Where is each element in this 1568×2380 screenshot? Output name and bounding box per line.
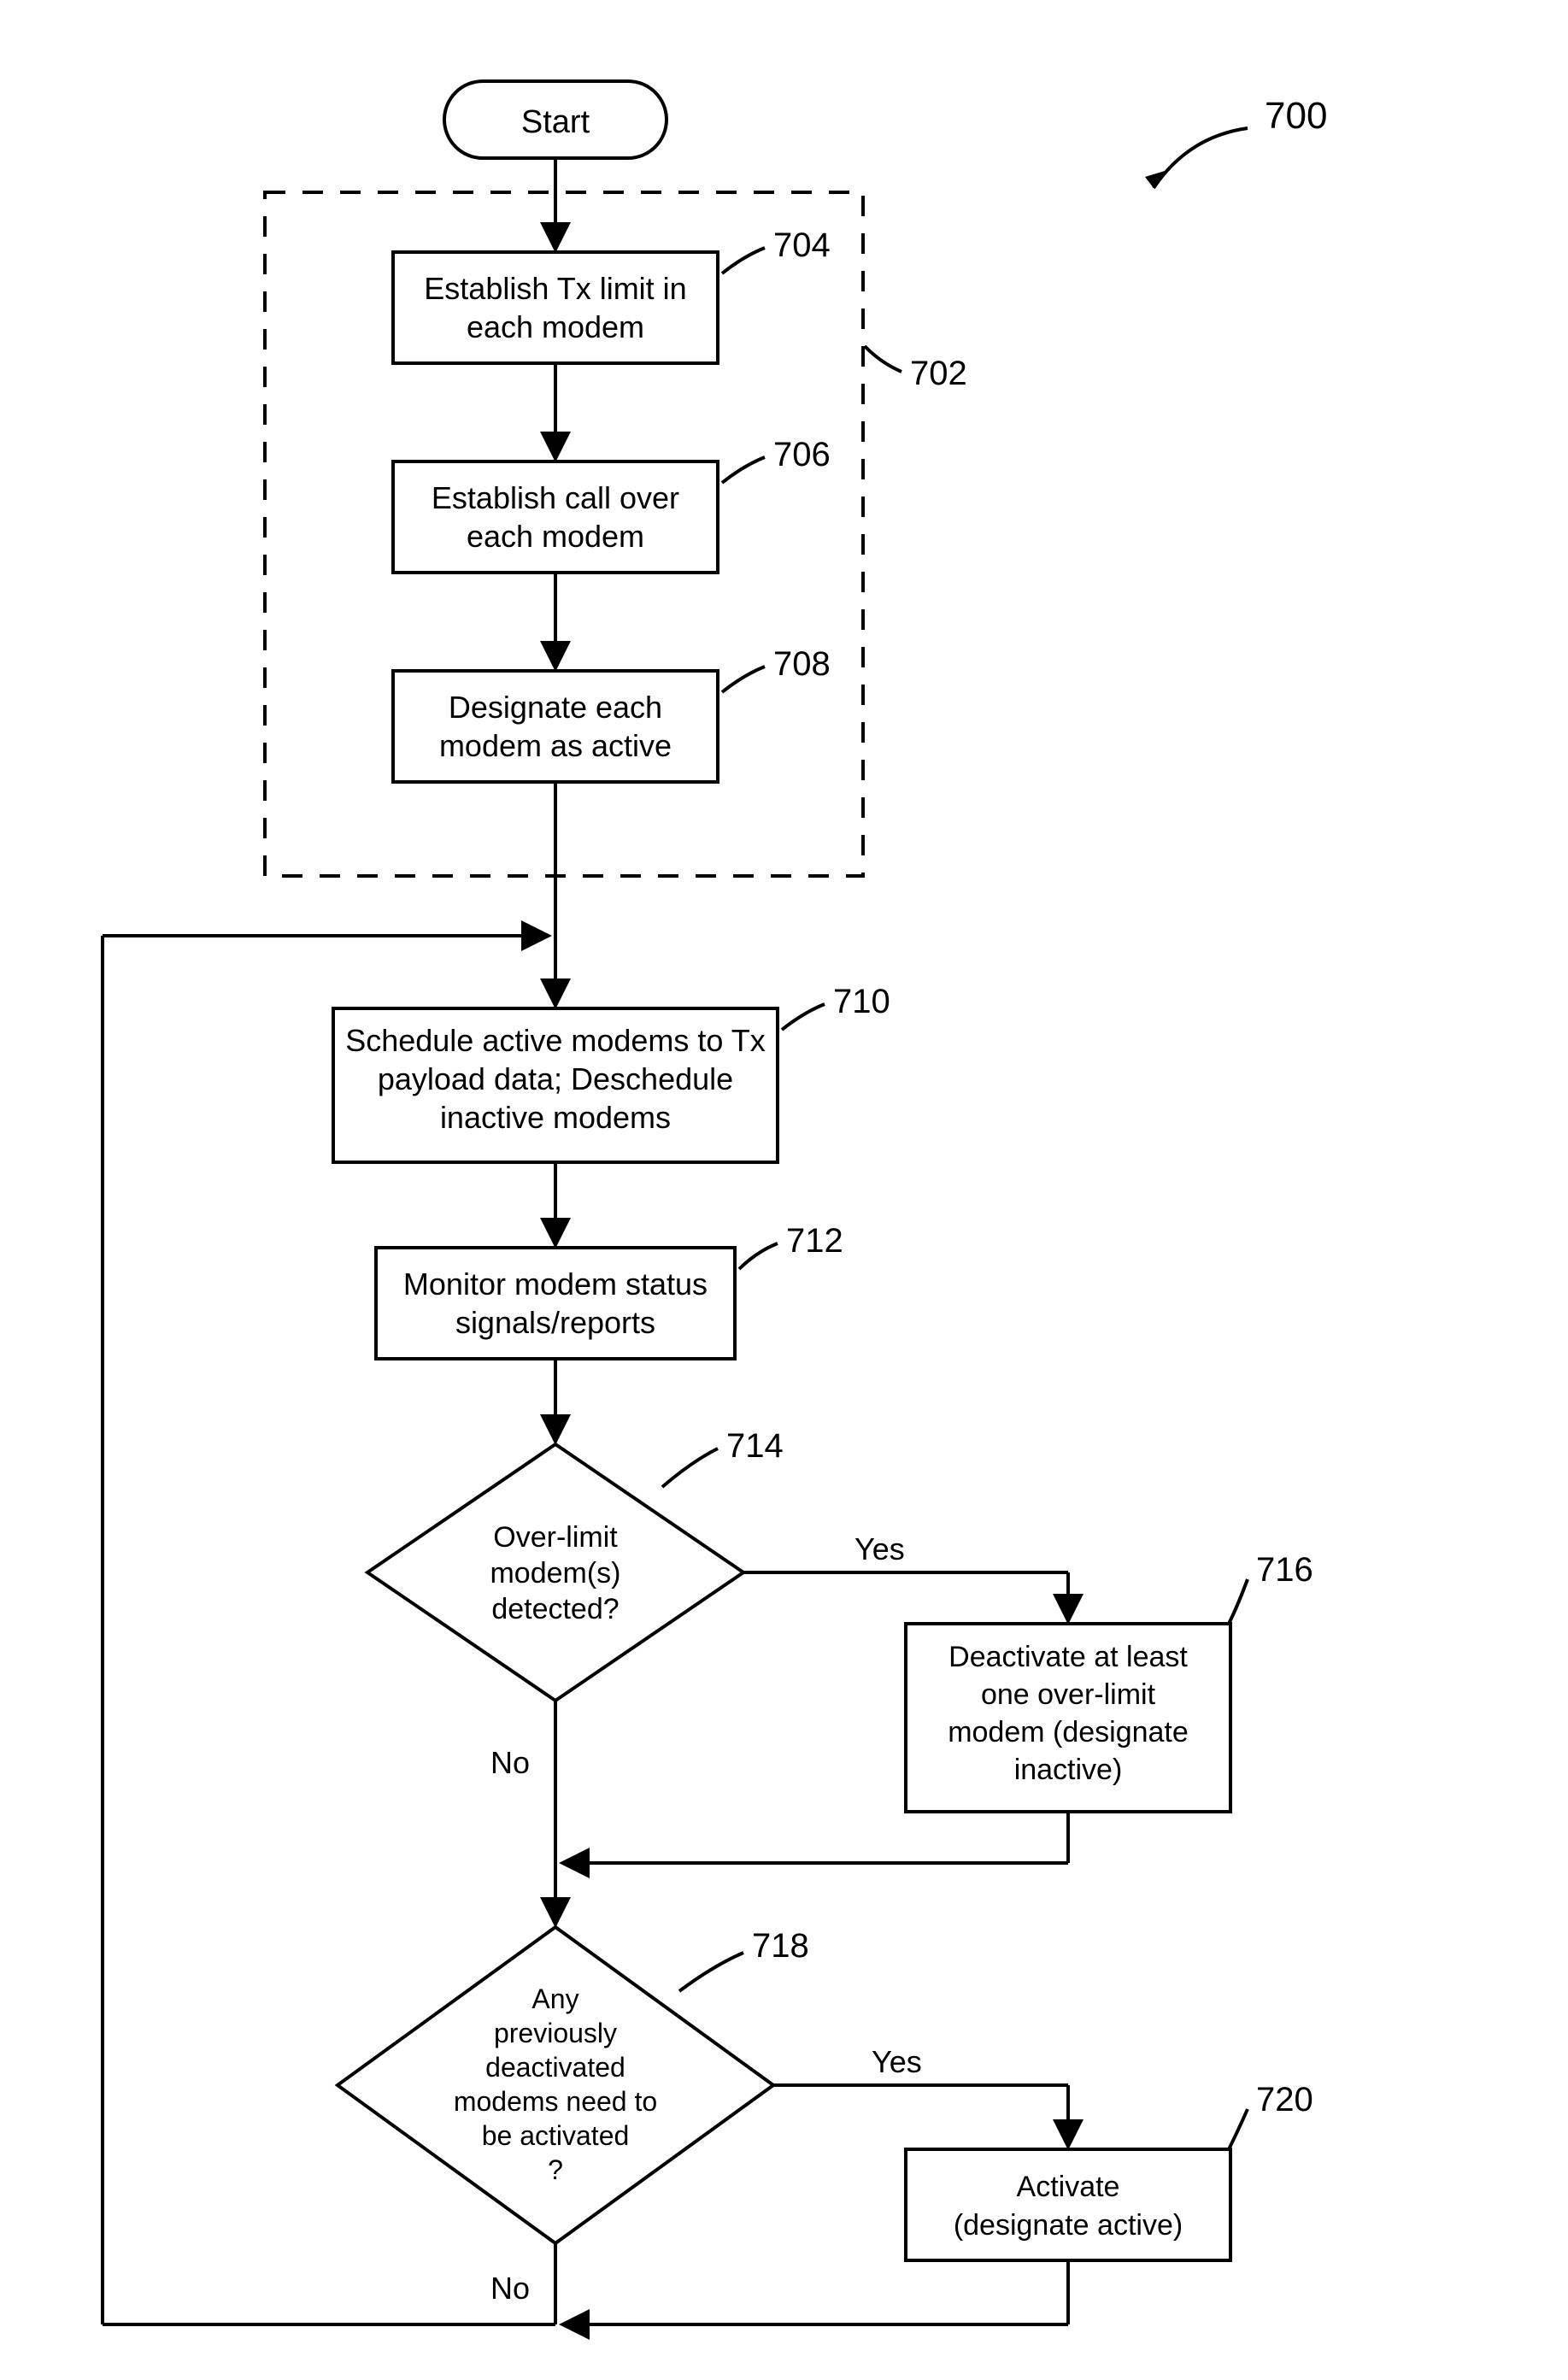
node-716: Deactivate at least one over-limit modem… [906,1551,1313,1812]
svg-text:modem as active: modem as active [439,728,672,763]
svg-text:modems need to: modems need to [454,2086,657,2117]
start-label: Start [521,104,590,140]
flowchart-svg: 700 Start 702 Establish Tx limit in each… [0,0,1568,2380]
ref-700-text: 700 [1265,95,1327,137]
figure-ref-700: 700 [1145,95,1327,188]
svg-text:inactive): inactive) [1014,1754,1123,1786]
node-706: Establish call over each modem 706 [393,436,831,573]
edge-714-no: No [490,1701,555,1863]
label-714-yes: Yes [854,1531,905,1566]
ref-720: 720 [1256,2081,1313,2118]
svg-text:Monitor modem status: Monitor modem status [403,1266,708,1302]
svg-text:Schedule active modems to Tx: Schedule active modems to Tx [345,1023,766,1058]
decision-714: Over-limit modem(s) detected? 714 [367,1427,784,1701]
svg-text:Establish Tx limit in: Establish Tx limit in [424,271,686,306]
edge-714-yes: Yes [743,1531,1068,1619]
ref-718: 718 [752,1927,809,1965]
ref-714: 714 [726,1427,784,1465]
edge-716-merge [564,1812,1068,1863]
ref-704: 704 [773,226,831,264]
edge-718-yes: Yes [773,2044,1068,2145]
svg-text:modem(s): modem(s) [490,1557,620,1590]
node-712: Monitor modem status signals/reports 712 [376,1222,843,1359]
svg-text:each modem: each modem [467,519,644,554]
node-704: Establish Tx limit in each modem 704 [393,226,831,363]
label-718-yes: Yes [872,2044,922,2079]
svg-text:modem (designate: modem (designate [948,1716,1189,1748]
svg-text:(designate active): (designate active) [954,2209,1183,2242]
label-718-no: No [490,2271,530,2306]
svg-text:inactive modems: inactive modems [440,1100,671,1135]
svg-text:previously: previously [494,2018,617,2048]
svg-text:Designate each: Designate each [449,690,662,725]
node-710: Schedule active modems to Tx payload dat… [333,983,890,1162]
svg-text:signals/reports: signals/reports [455,1305,655,1340]
node-720: Activate (designate active) 720 [906,2081,1313,2260]
svg-text:Activate: Activate [1017,2171,1120,2203]
svg-text:Any: Any [531,1983,578,2014]
ref-710: 710 [833,983,890,1020]
node-708: Designate each modem as active 708 [393,645,831,782]
svg-text:one over-limit: one over-limit [981,1678,1156,1711]
decision-718: Any previously deactivated modems need t… [338,1927,809,2243]
ref-708: 708 [773,645,831,683]
edge-718-no: No [490,2243,555,2324]
svg-text:Over-limit: Over-limit [493,1521,618,1554]
svg-text:payload data; Deschedule: payload data; Deschedule [378,1061,733,1096]
ref-702: 702 [910,355,967,392]
svg-text:Deactivate at least: Deactivate at least [948,1641,1188,1673]
svg-text:be activated: be activated [482,2120,630,2151]
ref-716: 716 [1256,1551,1313,1589]
svg-text:detected?: detected? [491,1593,619,1625]
svg-text:each modem: each modem [467,309,644,344]
label-714-no: No [490,1745,530,1780]
svg-text:deactivated: deactivated [485,2052,625,2083]
edge-720-merge [564,2260,1068,2324]
start-node: Start [444,81,667,158]
ref-706: 706 [773,436,831,473]
svg-text:Establish call over: Establish call over [432,480,679,515]
svg-text:?: ? [548,2154,563,2185]
ref-712: 712 [786,1222,843,1260]
